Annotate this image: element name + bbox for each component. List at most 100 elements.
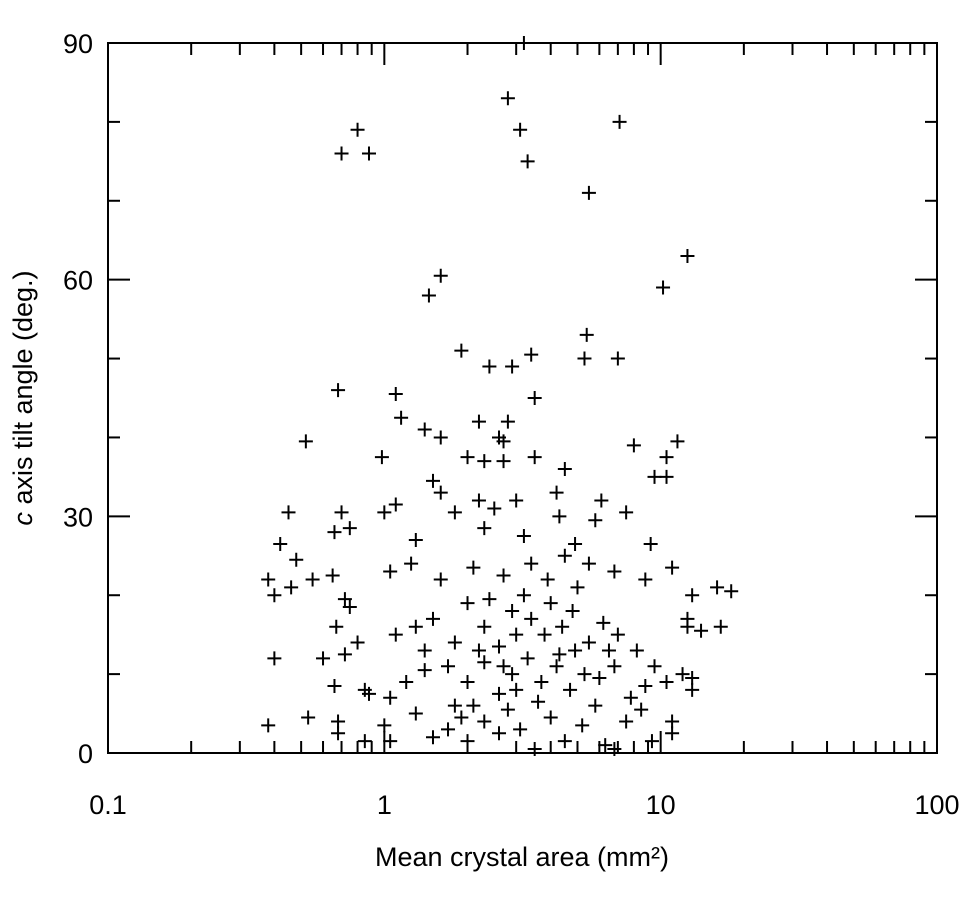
point — [513, 722, 528, 737]
point — [460, 675, 475, 689]
point — [610, 627, 625, 642]
point — [447, 635, 462, 650]
point — [670, 434, 685, 449]
point — [388, 627, 403, 642]
point — [713, 619, 728, 634]
point — [425, 730, 440, 745]
point — [394, 410, 409, 425]
point — [588, 698, 603, 713]
point — [327, 525, 342, 540]
point — [441, 722, 456, 737]
point — [454, 343, 469, 358]
y-tick-label: 90 — [63, 29, 93, 59]
point — [581, 635, 596, 650]
point — [524, 347, 539, 362]
point — [659, 450, 674, 465]
point — [579, 327, 594, 342]
point — [500, 91, 515, 106]
point — [685, 671, 700, 686]
y-axis-label-rest: axis tilt angle (deg.) — [8, 270, 38, 512]
point — [500, 702, 515, 717]
point — [331, 714, 346, 729]
point — [724, 584, 739, 599]
point — [596, 615, 611, 630]
point — [441, 659, 456, 674]
point — [634, 702, 649, 717]
point — [555, 619, 570, 634]
point — [447, 505, 462, 520]
point — [516, 36, 531, 50]
point — [659, 675, 674, 689]
plot-frame — [107, 42, 938, 754]
point — [659, 469, 674, 484]
point — [520, 154, 535, 169]
point — [607, 659, 622, 674]
point — [417, 422, 432, 437]
point — [342, 521, 357, 536]
point — [505, 604, 520, 618]
point — [261, 718, 276, 733]
point — [492, 686, 507, 701]
point — [357, 734, 372, 749]
point — [527, 450, 542, 465]
point — [629, 643, 644, 658]
point — [592, 671, 607, 686]
point — [694, 623, 709, 638]
point — [466, 560, 481, 575]
point — [516, 529, 531, 544]
point — [460, 450, 475, 465]
point — [534, 675, 549, 689]
point — [301, 710, 316, 725]
point — [325, 568, 340, 583]
point — [601, 643, 616, 658]
point — [289, 552, 304, 567]
x-tick-label: 10 — [646, 790, 676, 820]
point — [337, 647, 352, 662]
point — [408, 706, 423, 721]
point — [433, 430, 448, 445]
point — [305, 572, 320, 587]
point — [557, 734, 572, 749]
point — [647, 659, 662, 674]
point — [710, 580, 725, 595]
x-tick-label: 0.1 — [89, 790, 127, 820]
point — [638, 678, 653, 693]
point — [471, 414, 486, 429]
point — [404, 556, 419, 571]
point — [350, 635, 365, 650]
point — [623, 690, 638, 705]
point — [612, 114, 627, 129]
point — [610, 351, 625, 366]
point — [598, 738, 613, 753]
point — [327, 678, 342, 693]
point — [281, 505, 296, 520]
point — [496, 659, 511, 674]
point — [594, 493, 609, 508]
point — [680, 249, 695, 263]
point — [273, 536, 288, 551]
point — [509, 627, 524, 642]
point — [492, 639, 507, 654]
point — [549, 659, 564, 674]
point — [377, 505, 392, 520]
point — [505, 667, 520, 682]
point — [520, 651, 535, 666]
point — [388, 497, 403, 512]
point — [334, 146, 349, 161]
point — [408, 533, 423, 547]
point — [482, 592, 497, 607]
point — [565, 604, 580, 618]
point — [361, 686, 376, 701]
y-axis-label-italic: c — [8, 512, 38, 526]
point — [665, 560, 680, 575]
point — [460, 596, 475, 611]
point — [477, 714, 492, 729]
point — [496, 454, 511, 469]
point — [509, 493, 524, 508]
point — [665, 714, 680, 729]
point — [643, 536, 658, 551]
point — [267, 588, 282, 603]
point — [433, 572, 448, 587]
y-axis-label: c axis tilt angle (deg.) — [8, 270, 38, 525]
